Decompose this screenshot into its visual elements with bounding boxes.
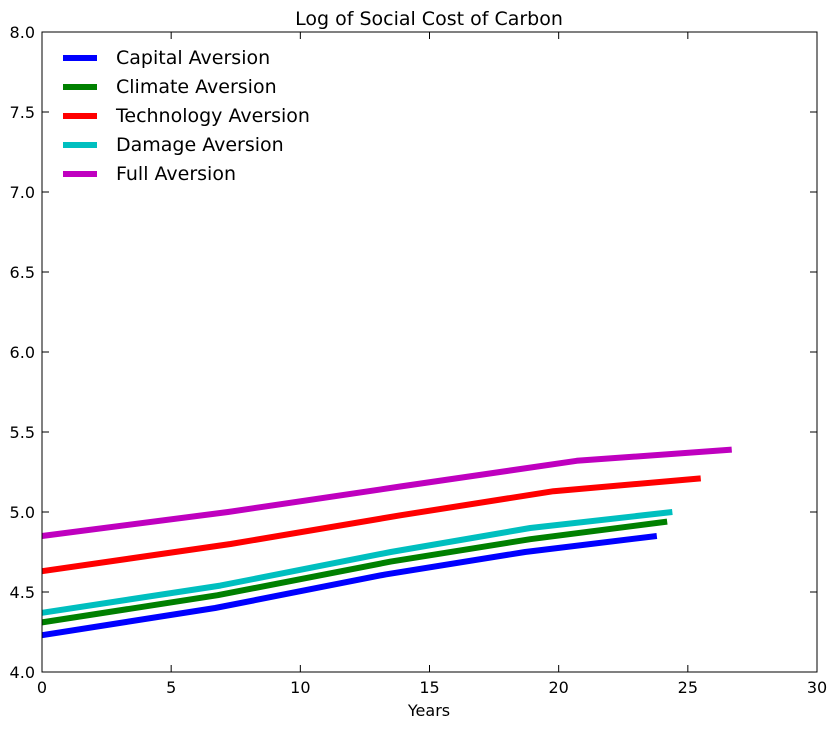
chart-title: Log of Social Cost of Carbon [295, 8, 563, 30]
y-tick-label: 5.0 [10, 503, 35, 522]
legend-label: Capital Aversion [116, 47, 270, 69]
series-line-technology-aversion [41, 475, 702, 575]
legend-label: Technology Aversion [115, 105, 310, 127]
x-tick-label: 20 [548, 678, 568, 697]
legend-label: Climate Aversion [116, 76, 277, 98]
ticks-layer: 0 5 10 15 20 25 30 4.0 4.5 5.0 5.5 6.0 6.5 7.0 7.5 8.0 [10, 23, 828, 697]
series-line-climate-aversion [41, 518, 668, 626]
legend-label: Damage Aversion [116, 134, 284, 156]
series-line-damage-aversion [41, 509, 673, 616]
x-tick-label: 30 [807, 678, 827, 697]
y-tick-label: 4.0 [10, 663, 35, 682]
series-line-capital-aversion [41, 533, 658, 639]
x-axis-label: Years [407, 701, 450, 720]
series-line-full-aversion [41, 446, 732, 539]
legend: Capital Aversion Climate Aversion Technolo… [63, 47, 310, 185]
legend-label: Full Aversion [116, 163, 236, 185]
y-tick-label: 5.5 [10, 423, 35, 442]
y-tick-label: 6.0 [10, 343, 35, 362]
x-tick-label: 5 [166, 678, 176, 697]
plot-frame [41, 31, 818, 673]
y-tick-label: 7.0 [10, 183, 35, 202]
y-tick-label: 7.5 [10, 103, 35, 122]
x-tick-label: 10 [290, 678, 310, 697]
x-tick-label: 25 [678, 678, 698, 697]
y-tick-label: 6.5 [10, 263, 35, 282]
x-tick-label: 0 [37, 678, 47, 697]
series-layer [41, 446, 732, 639]
y-tick-label: 8.0 [10, 23, 35, 42]
y-tick-label: 4.5 [10, 583, 35, 602]
x-tick-label: 15 [419, 678, 439, 697]
